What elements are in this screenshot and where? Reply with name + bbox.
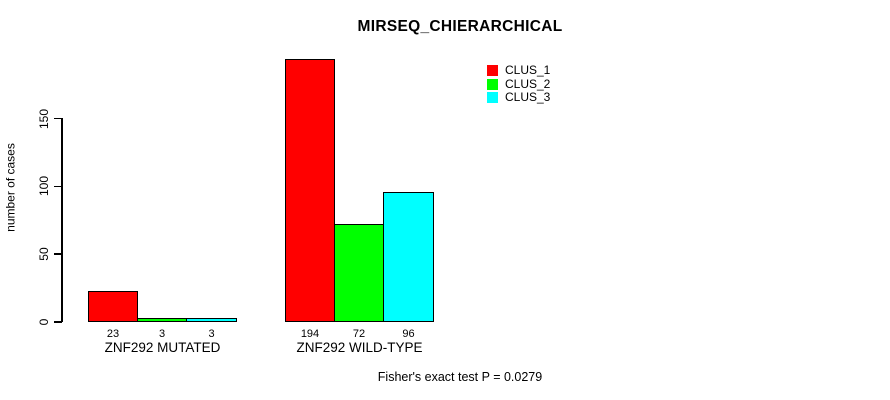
bar-value-label: 96 (402, 328, 415, 340)
bar-value-label: 23 (106, 328, 120, 340)
annotation-text: Fisher's exact test P = 0.0279 (377, 370, 543, 384)
bar-clus_1-group-2 (285, 58, 335, 322)
bar-clus_3-group-2 (383, 191, 434, 322)
y-axis-line (61, 118, 63, 322)
legend-label-clus-3: CLUS_3 (505, 90, 551, 105)
bar-value-label: 3 (208, 328, 215, 340)
legend-label-clus-2: CLUS_2 (505, 76, 551, 91)
legend-label-clus-1: CLUS_1 (505, 63, 551, 78)
legend-item-clus-2: CLUS_2 (487, 76, 551, 92)
bar-clus_1-group-1 (88, 290, 138, 322)
bar-clus_2-group-1 (137, 317, 187, 322)
bar-value-label: 3 (158, 328, 166, 340)
bar-value-label: 72 (352, 328, 366, 340)
legend-item-clus-1: CLUS_1 (487, 64, 550, 78)
bar-clus_2-group-2 (334, 224, 384, 322)
category-label: ZNF292 WILD-TYPE (296, 340, 423, 355)
y-tick-label: 100 (37, 176, 51, 197)
y-tick (54, 321, 62, 323)
legend-swatch-clus-2-icon (487, 78, 498, 90)
legend-swatch-clus-3-icon (487, 92, 498, 104)
y-tick (54, 253, 62, 255)
y-tick (54, 185, 62, 188)
y-tick-label: 150 (37, 108, 51, 129)
y-axis-title: number of cases (3, 143, 18, 232)
bar-value-label: 194 (300, 328, 320, 340)
legend: CLUS_1 CLUS_2 CLUS_3 (487, 64, 550, 105)
legend-swatch-clus-1-icon (487, 65, 498, 77)
y-tick-label: 50 (37, 247, 51, 261)
chart-title: MIRSEQ_CHIERARCHICAL (357, 18, 563, 35)
y-tick-label: 0 (37, 318, 51, 326)
legend-item-clus-3: CLUS_3 (487, 91, 550, 105)
bar-clus_3-group-1 (186, 317, 237, 322)
y-tick (54, 117, 62, 120)
category-label: ZNF292 MUTATED (104, 340, 221, 355)
